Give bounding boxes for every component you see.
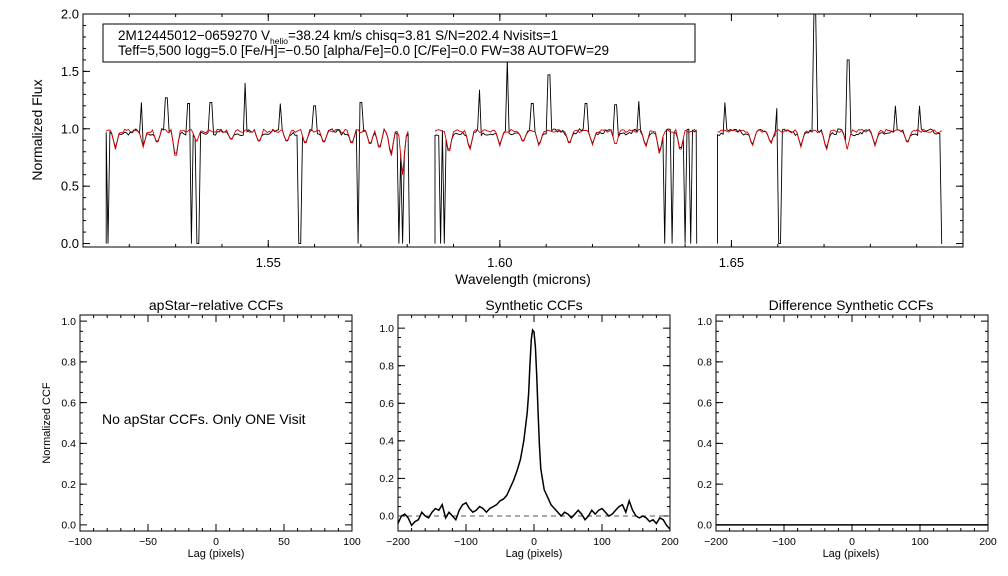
synthetic-ccf-line [397, 328, 671, 530]
synthetic-ccf-x-tick-label: 0 [531, 536, 537, 548]
difference-ccf-panel: Difference Synthetic CCFs −200 −100 0 100 20… [697, 297, 997, 560]
spectrum-x-tick-label: 1.55 [256, 255, 281, 270]
spectrum-y-tick-label: 0.5 [61, 179, 79, 194]
apstar-ccf-x-tick-label: 100 [343, 536, 361, 548]
apstar-ccf-x-tick-label: 0 [213, 536, 219, 548]
apstar-ccf-panel: apStar−relative CCFs −100 −50 0 50 100 0.0 0.2… [41, 297, 361, 560]
spectrum-y-axis-label: Normalized Flux [29, 79, 45, 180]
synthetic-ccf-y-tick-label: 0.4 [379, 436, 394, 448]
apstar-ccf-y-tick-label: 0.6 [61, 397, 76, 409]
difference-ccf-y-tick-label: 0.0 [697, 520, 712, 532]
observed-spectrum-line [434, 59, 698, 244]
difference-ccf-x-tick-label: 100 [911, 536, 929, 548]
difference-ccf-x-tick-label: 200 [979, 536, 997, 548]
model-spectrum-line [434, 128, 697, 154]
apstar-ccf-y-axis-label: Normalized CCF [41, 382, 53, 464]
apstar-ccf-y-tick-label: 0.8 [61, 357, 76, 369]
difference-ccf-title: Difference Synthetic CCFs [769, 297, 934, 313]
apstar-ccf-y-tick-label: 0.4 [61, 438, 76, 450]
spectrum-y-tick-label: 1.0 [61, 121, 79, 136]
synthetic-ccf-y-tick-label: 0.8 [379, 360, 394, 372]
difference-ccf-y-tick-label: 0.2 [697, 479, 712, 491]
apstar-ccf-title: apStar−relative CCFs [149, 297, 283, 313]
synthetic-ccf-lines [397, 328, 671, 530]
apstar-ccf-y-tick-label: 0.0 [61, 520, 76, 532]
synthetic-ccf-x-tick-label: −200 [386, 536, 410, 548]
model-spectrum-line [717, 128, 942, 151]
synthetic-ccf-panel: Synthetic CCFs −200 −100 0 100 200 0.0 0.2 0.4 0… [379, 297, 679, 560]
info-box [102, 23, 696, 63]
difference-ccf-y-tick-label: 1.0 [697, 316, 712, 328]
spectrum-y-tick-label: 2.0 [61, 7, 79, 22]
difference-ccf-ticks: −200 −100 0 100 200 0.0 0.2 0.4 0.6 0.8 1.0 [697, 315, 997, 548]
synthetic-ccf-y-tick-label: 1.0 [379, 323, 394, 335]
spectrum-panel: 1.55 1.60 1.65 0.0 0.5 1.0 1.5 2.0 Wavelength (… [29, 7, 964, 287]
difference-ccf-y-tick-label: 0.8 [697, 357, 712, 369]
difference-ccf-x-tick-label: −100 [772, 536, 796, 548]
spectrum-ticks: 1.55 1.60 1.65 0.0 0.5 1.0 1.5 2.0 [61, 7, 963, 270]
apstar-ccf-y-tick-label: 0.2 [61, 479, 76, 491]
synthetic-ccf-y-tick-label: 0.6 [379, 398, 394, 410]
spectrum-x-tick-label: 1.60 [487, 255, 512, 270]
difference-ccf-x-tick-label: 0 [849, 536, 855, 548]
synthetic-ccf-frame [397, 314, 671, 532]
synthetic-ccf-x-axis-label: Lag (pixels) [506, 548, 563, 560]
synthetic-ccf-y-tick-label: 0.0 [379, 511, 394, 523]
observed-spectrum-line [717, 13, 943, 245]
apstar-ccf-x-tick-label: −100 [68, 536, 92, 548]
apstar-ccf-ticks: −100 −50 0 50 100 0.0 0.2 0.4 0.6 0.8 1.0 [61, 315, 361, 548]
apstar-ccf-x-axis-label: Lag (pixels) [188, 548, 245, 560]
difference-ccf-y-tick-label: 0.6 [697, 397, 712, 409]
synthetic-ccf-x-tick-label: −100 [454, 536, 478, 548]
synthetic-ccf-x-tick-label: 200 [661, 536, 679, 548]
spectrum-lines [105, 13, 943, 245]
apstar-ccf-x-tick-label: 50 [278, 536, 290, 548]
apstar-ccf-message: No apStar CCFs. Only ONE Visit [102, 411, 306, 427]
spectrum-x-axis-label: Wavelength (microns) [455, 271, 591, 287]
model-spectrum-line [105, 128, 409, 175]
apstar-ccf-x-tick-label: −50 [139, 536, 157, 548]
observed-spectrum-line [105, 82, 410, 245]
difference-ccf-y-tick-label: 0.4 [697, 438, 712, 450]
synthetic-ccf-y-tick-label: 0.2 [379, 473, 394, 485]
apstar-ccf-y-tick-label: 1.0 [61, 316, 76, 328]
difference-ccf-frame [715, 314, 989, 532]
synthetic-ccf-ticks: −200 −100 0 100 200 0.0 0.2 0.4 0.6 0.8 1.0 [379, 315, 679, 548]
spectrum-y-tick-label: 1.5 [61, 64, 79, 79]
synthetic-ccf-title: Synthetic CCFs [485, 297, 582, 313]
info-line-2: Teff=5,500 logg=5.0 [Fe/H]=−0.50 [alpha/… [118, 43, 609, 58]
spectrum-y-tick-label: 0.0 [61, 236, 79, 251]
difference-ccf-x-axis-label: Lag (pixels) [823, 548, 880, 560]
difference-ccf-x-tick-label: −200 [704, 536, 728, 548]
spectrum-x-tick-label: 1.65 [719, 255, 744, 270]
spectrum-frame [82, 13, 964, 248]
info-line-1: 2M12445012−0659270 Vhelio=38.24 km/s chi… [118, 28, 558, 46]
synthetic-ccf-x-tick-label: 100 [593, 536, 611, 548]
